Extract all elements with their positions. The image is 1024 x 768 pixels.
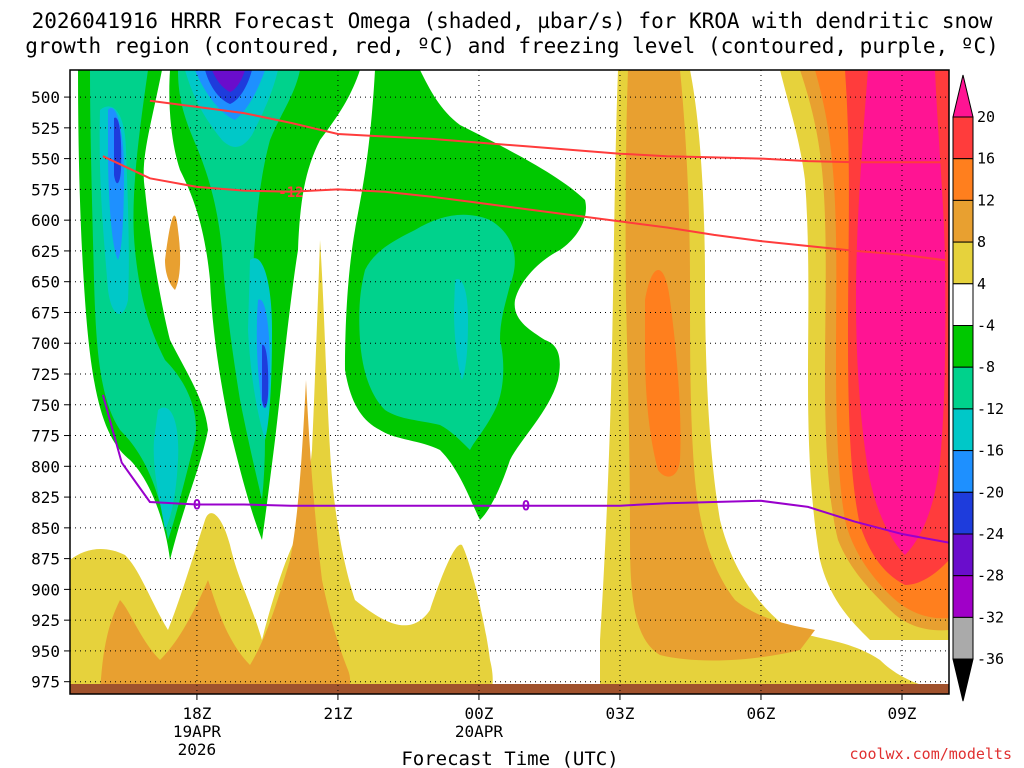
grid: [70, 70, 949, 694]
colorbar-label: -20: [977, 483, 1004, 501]
x-tick-label: 18Z: [182, 704, 211, 723]
y-tick-label: 725: [31, 365, 60, 384]
colorbar-label: -4: [977, 317, 995, 335]
contour-label: 0: [193, 497, 201, 513]
colorbar-label: -32: [977, 608, 1004, 626]
colorbar-swatch: [952, 616, 974, 660]
omega-shade-low-orange2: [165, 215, 181, 290]
contour-line: [102, 155, 949, 262]
contours: -12 0 0: [101, 99, 949, 544]
y-tick-label: 825: [31, 488, 60, 507]
colorbar-swatch: [952, 283, 974, 326]
colorbar-swatch: [952, 199, 974, 243]
omega-shade-right-darkorange: [645, 270, 681, 477]
x-tick-label: 03Z: [606, 704, 635, 723]
y-tick-label: 500: [31, 88, 60, 107]
y-tick-label: 575: [31, 180, 60, 199]
colorbar-label: -12: [977, 400, 1004, 418]
colorbar-swatch: [952, 450, 974, 493]
x-tick-label: 19APR: [173, 722, 222, 741]
contour-label: -12: [278, 185, 303, 201]
y-tick-label: 975: [31, 673, 60, 692]
colorbar-top-arrow: [952, 74, 974, 118]
colorbar-swatch: [952, 533, 974, 577]
colorbar-label: -24: [977, 525, 1004, 543]
omega-shade-low-orange: [100, 380, 351, 694]
y-tick-label: 950: [31, 642, 60, 661]
y-tick-label: 875: [31, 550, 60, 569]
plot-border: [69, 69, 950, 695]
colorbar-swatch: [952, 158, 974, 201]
x-tick-label: 00Z: [464, 704, 493, 723]
colorbar-bottom-arrow: [952, 658, 974, 702]
chart-title-line2: growth region (contoured, red, ºC) and f…: [25, 34, 999, 58]
omega-shade-col3-teal: [359, 214, 515, 450]
omega-shade-col2-purple: [212, 70, 245, 92]
omega-shade-col2-darkblue-low: [262, 344, 269, 408]
y-tick-label: 675: [31, 303, 60, 322]
x-tick-label: 06Z: [747, 704, 776, 723]
omega-shade-col2-teal: [178, 70, 300, 500]
omega-shade-left-darkblue: [114, 117, 122, 184]
y-tick-label: 625: [31, 242, 60, 261]
contour-line: [149, 99, 949, 164]
colorbar-label: 20: [977, 108, 995, 126]
plot-area: -12 0 0: [69, 69, 950, 695]
colorbar-label: -8: [977, 358, 995, 376]
x-axis-title: Forecast Time (UTC): [401, 748, 618, 768]
y-tick-label: 525: [31, 119, 60, 138]
colorbar: 20 16 12 8 4 -4 -8 -12 -16 -20 -24 -28 -32 -36: [952, 74, 1004, 702]
y-tick-label: 600: [31, 211, 60, 230]
y-axis: 500 525 550 575 600 625 650 675 700 725 750 775 800 8…: [31, 88, 70, 692]
omega-shade-left-cyan-low: [153, 407, 179, 530]
colorbar-swatch: [952, 366, 974, 410]
omega-shade-col3-cyan: [454, 279, 468, 380]
colorbar-swatch: [952, 325, 974, 368]
y-tick-label: 925: [31, 611, 60, 630]
colorbar-swatch: [952, 116, 974, 160]
y-tick-label: 750: [31, 396, 60, 415]
x-tick-label: 21Z: [323, 704, 352, 723]
colorbar-label: -16: [977, 442, 1004, 460]
colorbar-label: 4: [977, 275, 986, 293]
y-tick-label: 550: [31, 150, 60, 169]
colorbar-label: 8: [977, 233, 986, 251]
colorbar-swatch: [952, 408, 974, 452]
colorbar-label: 16: [977, 150, 995, 168]
colorbar-label: -36: [977, 650, 1004, 668]
chart-title-line1: 2026041916 HRRR Forecast Omega (shaded, …: [32, 9, 993, 33]
colorbar-label: -28: [977, 567, 1004, 585]
y-tick-label: 775: [31, 427, 60, 446]
ground-surface: [70, 684, 949, 694]
x-tick-label: 20APR: [455, 722, 504, 741]
credit-text: coolwx.com/modelts: [849, 745, 1012, 763]
x-tick-label: 09Z: [888, 704, 917, 723]
y-tick-label: 700: [31, 334, 60, 353]
omega-shade-right-orange: [625, 70, 815, 661]
y-tick-label: 800: [31, 457, 60, 476]
colorbar-swatch: [952, 575, 974, 618]
contour-line: [101, 394, 949, 544]
colorbar-swatch: [952, 491, 974, 535]
contour-label: 0: [522, 499, 530, 515]
y-tick-label: 900: [31, 580, 60, 599]
y-tick-label: 650: [31, 273, 60, 292]
y-tick-label: 850: [31, 519, 60, 538]
x-tick-label: 2026: [178, 740, 217, 759]
colorbar-label: 12: [977, 191, 995, 209]
colorbar-swatch: [952, 241, 974, 285]
